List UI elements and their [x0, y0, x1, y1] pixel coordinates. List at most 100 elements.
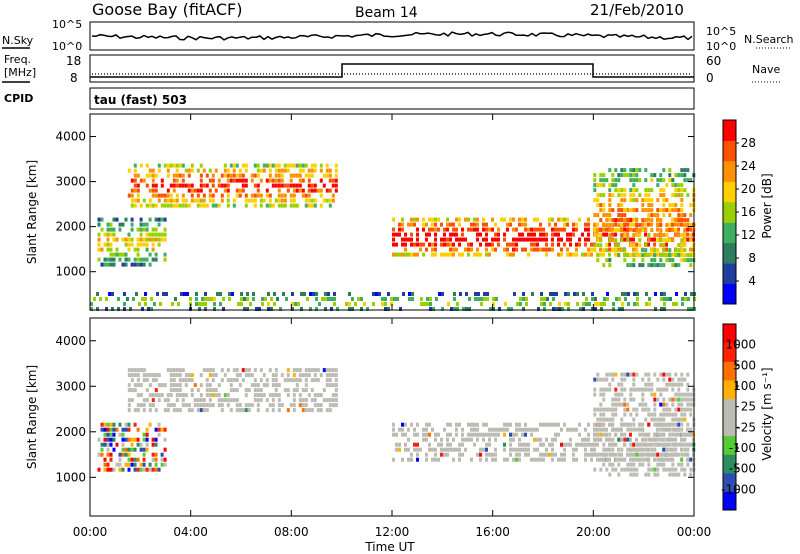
velocity-cell — [485, 422, 488, 427]
velocity-cell — [647, 472, 651, 477]
power-cell — [138, 302, 141, 306]
power-cell — [533, 242, 536, 247]
power-cell — [656, 223, 660, 228]
velocity-cell — [392, 432, 395, 437]
velocity-cell — [262, 393, 266, 398]
velocity-cell — [106, 442, 110, 447]
power-cell — [683, 168, 687, 173]
velocity-cell — [668, 407, 672, 412]
power-cell — [603, 297, 606, 301]
power-cell — [597, 302, 600, 306]
velocity-cell — [307, 368, 311, 373]
power-cell — [653, 213, 657, 218]
power-cell — [301, 178, 305, 183]
power-cell — [121, 262, 125, 267]
power-cell — [199, 183, 203, 188]
velocity-colorbar-step — [723, 454, 736, 474]
velocity-cell — [677, 377, 681, 382]
velocity-cell — [211, 368, 215, 373]
power-colorbar-step — [723, 120, 736, 141]
power-cell — [596, 243, 600, 248]
velocity-cell — [653, 417, 657, 422]
power-cell — [226, 178, 230, 183]
power-cell — [470, 227, 473, 232]
velocity-cell — [590, 457, 593, 462]
velocity-cell — [563, 442, 566, 447]
power-cell — [563, 242, 566, 247]
velocity-cell — [127, 457, 131, 462]
velocity-cell — [593, 392, 597, 397]
velocity-cell — [614, 397, 618, 402]
power-cell — [464, 247, 467, 252]
power-cell — [533, 232, 536, 237]
velocity-cell — [605, 427, 608, 432]
velocity-cell — [671, 412, 675, 417]
power-cell — [220, 198, 224, 203]
power-cell — [280, 168, 284, 173]
velocity-cell — [596, 377, 600, 382]
power-cell — [381, 302, 384, 306]
power-cell — [455, 227, 458, 232]
power-cell — [608, 223, 612, 228]
velocity-cell — [653, 422, 657, 427]
velocity-cell — [620, 417, 624, 422]
velocity-cell — [617, 447, 620, 452]
power-cell — [172, 198, 176, 203]
velocity-cell — [674, 447, 678, 452]
velocity-cell — [578, 422, 581, 427]
velocity-cell — [139, 368, 143, 373]
velocity-cell — [295, 368, 299, 373]
velocity-cell — [199, 393, 203, 398]
velocity-cell — [629, 437, 632, 442]
power-cell — [440, 222, 443, 227]
power-cell — [521, 247, 524, 252]
power-cell — [605, 218, 609, 223]
power-cell — [157, 163, 161, 168]
velocity-cell — [169, 383, 173, 388]
velocity-cell — [130, 442, 134, 447]
power-cell — [328, 173, 332, 178]
power-cell — [404, 252, 407, 257]
velocity-cell — [431, 457, 434, 462]
power-cell — [398, 222, 401, 227]
power-cell — [211, 173, 215, 178]
power-cell — [130, 217, 134, 222]
velocity-cell — [274, 383, 278, 388]
velocity-cell — [286, 373, 290, 378]
power-cell — [674, 188, 678, 193]
power-cell — [240, 302, 243, 306]
velocity-colorbar-tick-label: -100 — [729, 441, 756, 455]
power-cell — [307, 198, 311, 203]
velocity-cell — [674, 437, 677, 442]
power-cell — [539, 222, 542, 227]
power-cell — [683, 178, 687, 183]
power-cell — [150, 307, 153, 311]
power-cell — [410, 217, 413, 222]
velocity-cell — [307, 373, 311, 378]
velocity-cell — [482, 422, 485, 427]
velocity-cell — [163, 427, 167, 432]
velocity-cell — [217, 393, 221, 398]
power-cell — [106, 262, 110, 267]
velocity-cell — [512, 457, 515, 462]
velocity-cell — [680, 432, 684, 437]
power-cell — [190, 193, 194, 198]
power-cell — [313, 183, 317, 188]
power-cell — [590, 242, 593, 247]
velocity-cell — [668, 472, 672, 477]
velocity-cell — [524, 452, 527, 457]
velocity-cell — [482, 447, 485, 452]
power-cell — [494, 222, 497, 227]
velocity-cell — [112, 447, 116, 452]
power-cell — [139, 257, 143, 262]
power-cell — [187, 183, 191, 188]
velocity-cell — [563, 452, 566, 457]
power-cell — [310, 198, 314, 203]
velocity-cell — [440, 452, 443, 457]
velocity-cell — [124, 422, 128, 427]
power-cell — [494, 247, 497, 252]
power-cell — [402, 292, 405, 296]
power-cell — [533, 227, 536, 232]
velocity-cell — [452, 447, 455, 452]
